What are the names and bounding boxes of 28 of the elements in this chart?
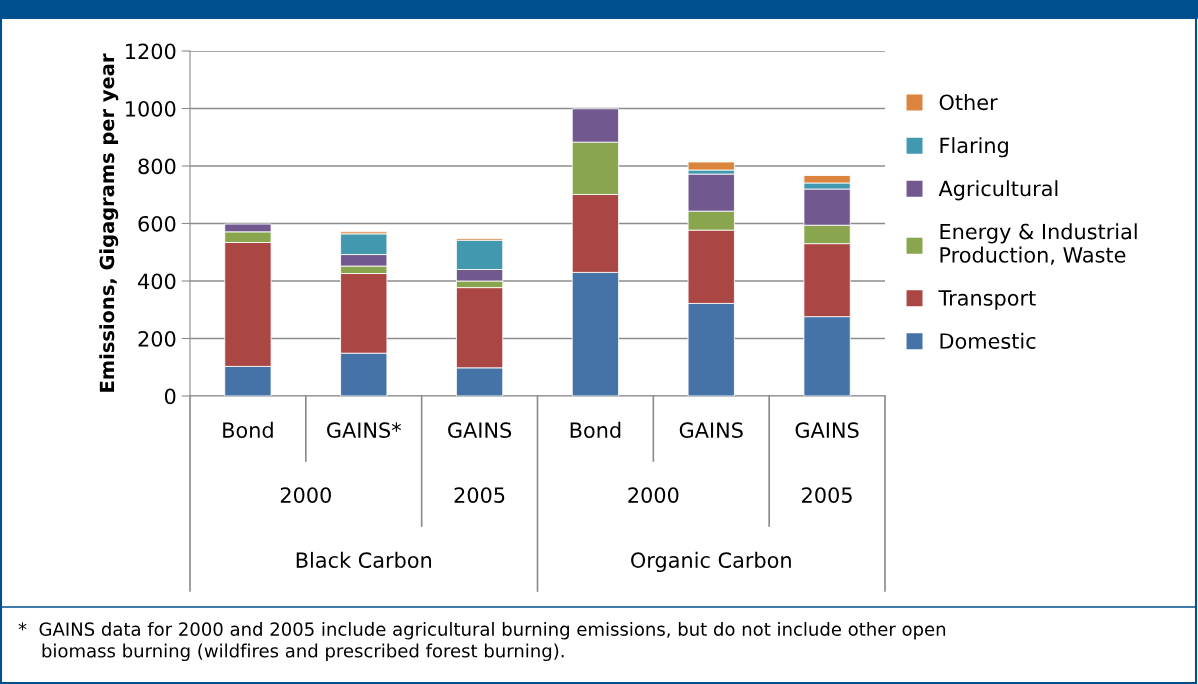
- legend-label: Domestic: [940, 332, 1036, 349]
- x-tick-label: Bond: [570, 421, 621, 438]
- text: * GAINS data for 2000 and 2005 include agricultural burning emissions, but do not include other open biomass burning (wildfires and prescribed forest burning).: [18, 622, 946, 662]
- legend-label: Transport: [938, 290, 1036, 310]
- text: 2005: [454, 487, 505, 503]
- y-tick-label: 0: [164, 388, 176, 405]
- legend-label: Agricultural: [938, 180, 1058, 201]
- x-tick-label: GAINS*: [327, 422, 402, 438]
- bar: [687, 161, 735, 171]
- x-tick-label: Bond: [223, 421, 273, 438]
- x-tick-label: GAINS: [795, 422, 859, 438]
- y-tick-label: 800: [138, 158, 176, 175]
- x-tick-label: GAINS: [448, 422, 512, 438]
- legend-label: Other: [939, 94, 998, 111]
- text: 2000: [280, 487, 331, 503]
- x-tick-label: GAINS: [679, 422, 743, 438]
- y-tick-label: 200: [138, 330, 176, 347]
- y-tick-label: 400: [138, 273, 176, 290]
- text: 2005: [802, 487, 852, 503]
- y-tick-label: 600: [138, 215, 176, 232]
- legend-label: Energy & Industrial Production, Waste: [940, 223, 1137, 265]
- text: Black Carbon: [296, 551, 431, 568]
- text: 2000: [628, 487, 679, 503]
- y-tick-label: 1000: [126, 100, 176, 117]
- y-axis-title: Emissions, Gigagrams per year: [99, 53, 119, 392]
- y-tick-label: 1200: [126, 43, 176, 60]
- text: Organic Carbon: [631, 551, 791, 573]
- legend-label: Flaring: [940, 137, 1008, 158]
